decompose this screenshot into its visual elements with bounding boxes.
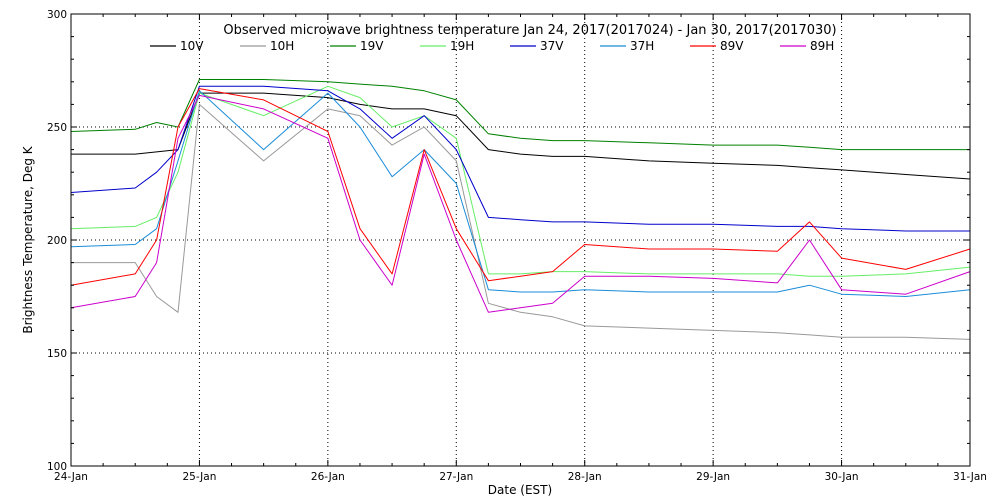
chart-title: Observed microwave brightness temperatur… [223,23,836,38]
x-tick-label: 30-Jan [825,471,859,483]
x-tick-label: 31-Jan [953,471,987,483]
x-tick-label: 29-Jan [696,471,730,483]
series-line-89v [70,88,971,286]
legend-label-89v: 89V [720,39,744,53]
y-axis-title: Brightness Temperature, Deg K [21,145,35,333]
series-line-10h [71,103,971,340]
legend-label-10v: 10V [180,39,204,53]
legend-label-37h: 37H [630,39,654,53]
legend-label-19h: 19H [450,39,474,53]
legend: 10V 10H 19V 19H 37V 37H 89V 89H [150,39,834,53]
x-axis-title: Date (EST) [488,483,552,497]
y-tick-label: 100 [47,461,67,473]
x-tick-label: 25-Jan [182,471,216,483]
axis-ticks: 24-Jan 25-Jan 26-Jan 27-Jan 28-Jan 29-Jan 30-J… [47,9,987,483]
series-line-19h [70,85,971,277]
series-line-10v [71,92,971,180]
legend-label-19v: 19V [360,39,384,53]
x-tick-label: 27-Jan [439,471,473,483]
x-tick-label: 26-Jan [311,471,345,483]
series-line-37h [70,90,971,297]
y-tick-label: 150 [47,348,67,360]
series-line-19v [70,79,970,151]
y-tick-label: 300 [47,9,67,21]
series-line-89h [70,94,971,313]
y-tick-label: 250 [47,122,67,134]
legend-label-89h: 89H [810,39,834,53]
y-tick-label: 200 [47,235,67,247]
grid [71,14,970,466]
legend-label-37v: 37V [540,39,564,53]
series-lines [70,79,971,340]
x-tick-label: 28-Jan [568,471,602,483]
x-tick-label: 24-Jan [54,471,88,483]
legend-label-10h: 10H [270,39,294,53]
